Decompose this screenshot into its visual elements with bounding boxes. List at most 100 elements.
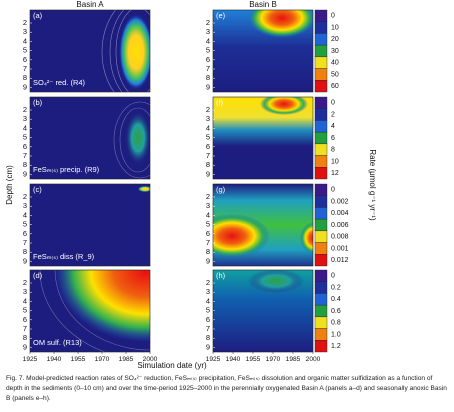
y-tick-label: 2 <box>23 278 27 287</box>
panel-label: (b) <box>33 98 43 107</box>
colorbar-tick-label: 2 <box>331 111 335 118</box>
colorbar-tick-label: 40 <box>331 60 339 67</box>
y-tick-label: 4 <box>206 210 210 219</box>
y-tick-label: 4 <box>23 296 27 305</box>
colorbar-segment <box>314 218 328 232</box>
colorbar-tick-label: 0 <box>331 13 335 20</box>
x-tick-label: 1985 <box>119 356 134 363</box>
colorbar-tick-label: 8 <box>331 147 335 154</box>
colorbar-segment <box>314 183 328 196</box>
colorbar-tick-label: 0.8 <box>331 320 341 327</box>
colorbar-segment <box>314 167 328 180</box>
contour-plot <box>213 97 313 179</box>
x-tick-label: 2000 <box>306 356 321 363</box>
y-tick-label: 8 <box>206 73 210 82</box>
colorbar-tick-label: 20 <box>331 36 339 43</box>
colorbar-tick-label: 0.006 <box>331 222 349 229</box>
y-tick-label: 9 <box>23 256 27 265</box>
x-tick-label: 1925 <box>206 356 221 363</box>
panel-name: OM sulf. (R13) <box>33 338 82 347</box>
x-tick-label: 1940 <box>226 356 241 363</box>
y-tick-label: 3 <box>23 27 27 36</box>
y-tick-label: 7 <box>206 324 210 333</box>
panel-label: (d) <box>33 271 43 280</box>
y-tick-label: 9 <box>23 169 27 178</box>
y-tick-label: 7 <box>23 151 27 160</box>
y-tick-label: 3 <box>206 114 210 123</box>
y-tick-label: 5 <box>206 133 210 142</box>
y-tick-label: 9 <box>23 342 27 351</box>
colorbar-tick-label: 10 <box>331 158 339 165</box>
y-tick-label: 2 <box>206 18 210 27</box>
colorbar-segment <box>314 207 328 220</box>
y-tick-label: 6 <box>23 142 27 151</box>
colorbar-segment <box>314 328 328 341</box>
y-tick-label: 7 <box>206 238 210 247</box>
contour-plot <box>30 10 150 92</box>
panel-label: (e) <box>216 11 226 20</box>
y-tick-label: 5 <box>206 220 210 229</box>
colorbar-tick-label: 0 <box>331 100 335 107</box>
y-tick-label: 3 <box>23 287 27 296</box>
figure-caption: Fig. 7. Model-predicted reaction rates o… <box>6 375 447 402</box>
contour-plot <box>213 184 313 266</box>
y-tick-label: 6 <box>206 142 210 151</box>
y-tick-label: 4 <box>206 36 210 45</box>
panel-name: SO₄²⁻ red. (R4) <box>33 78 86 87</box>
panel-name: FeSₘ₍ₛ₎ diss (R_9) <box>33 252 95 261</box>
panel-frame <box>212 183 314 267</box>
y-tick-label: 8 <box>206 333 210 342</box>
y-tick-label: 6 <box>206 229 210 238</box>
y-tick-label: 3 <box>206 287 210 296</box>
colorbar-segment <box>314 195 328 208</box>
colorbar-tick-label: 30 <box>331 48 339 55</box>
y-tick-label: 3 <box>206 27 210 36</box>
y-tick-label: 7 <box>23 238 27 247</box>
y-tick-label: 2 <box>206 192 210 201</box>
y-tick-label: 2 <box>23 18 27 27</box>
colorbar-segment <box>314 108 328 121</box>
y-tick-label: 8 <box>23 247 27 256</box>
y-tick-label: 6 <box>23 315 27 324</box>
y-tick-label: 4 <box>23 210 27 219</box>
x-tick-label: 1925 <box>23 356 38 363</box>
y-axis-label: Depth (cm) <box>5 165 14 205</box>
panel-frame <box>212 269 314 353</box>
panel-label: (h) <box>216 271 226 280</box>
y-tick-label: 8 <box>23 73 27 82</box>
colorbar-tick-label: 0.2 <box>331 284 341 291</box>
x-tick-label: 1955 <box>246 356 261 363</box>
colorbar-tick-label: 0.001 <box>331 245 349 252</box>
panel-frame <box>29 183 151 267</box>
y-tick-label: 7 <box>206 64 210 73</box>
y-tick-label: 2 <box>206 278 210 287</box>
y-tick-label: 6 <box>23 55 27 64</box>
colorbar-segment <box>314 242 328 255</box>
y-tick-label: 9 <box>206 169 210 178</box>
colorbar-segment <box>314 44 328 58</box>
colorbar-tick-label: 0 <box>331 273 335 280</box>
y-tick-label: 7 <box>23 324 27 333</box>
y-tick-label: 5 <box>23 46 27 55</box>
x-axis-label: Simulation date (yr) <box>137 361 207 370</box>
y-tick-label: 8 <box>206 160 210 169</box>
colorbar-tick-label: 6 <box>331 135 335 142</box>
colorbar-segment <box>314 293 328 306</box>
column-title: Basin A <box>76 0 104 9</box>
colorbar-tick-label: 0.4 <box>331 296 341 303</box>
y-tick-label: 5 <box>206 306 210 315</box>
x-tick-label: 1970 <box>95 356 110 363</box>
column-title: Basin B <box>249 0 277 9</box>
y-tick-label: 4 <box>206 296 210 305</box>
panel-frame <box>29 269 151 353</box>
contour-plot <box>213 270 313 352</box>
y-tick-label: 2 <box>23 105 27 114</box>
y-tick-label: 4 <box>206 123 210 132</box>
colorbar-tick-label: 0.012 <box>331 257 349 264</box>
panel-frame <box>29 96 151 180</box>
colorbar-segment <box>314 254 328 267</box>
colorbar-segment <box>314 68 328 81</box>
y-tick-label: 4 <box>23 123 27 132</box>
y-tick-label: 5 <box>23 133 27 142</box>
